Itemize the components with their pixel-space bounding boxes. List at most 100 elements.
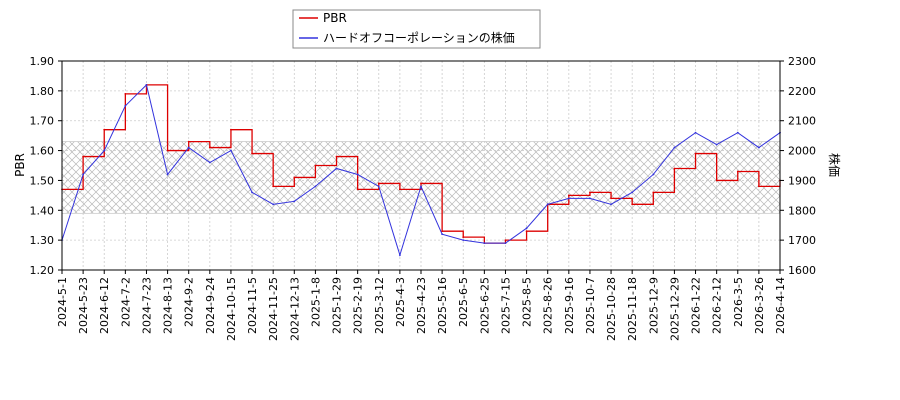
x-tick-label: 2026-1-22	[690, 277, 703, 334]
x-tick-label: 2025-1-8	[309, 277, 322, 327]
x-tick-label: 2024-6-12	[98, 277, 111, 334]
stock-price-point	[504, 242, 507, 245]
left-tick-label: 1.90	[30, 55, 55, 68]
stock-price-point	[652, 173, 655, 176]
x-tick-label: 2024-11-25	[267, 277, 280, 341]
stock-price-point	[251, 191, 253, 194]
x-tick-label: 2025-1-29	[331, 277, 344, 334]
pbr-point	[673, 167, 676, 170]
pbr-point	[251, 152, 253, 155]
stock-price-point	[673, 146, 676, 149]
stock-price-point	[398, 254, 401, 256]
stock-price-point	[103, 149, 106, 152]
x-tick-label: 2026-4-14	[774, 277, 787, 334]
x-tick-label: 2025-10-28	[605, 277, 618, 341]
plot-area	[61, 60, 781, 271]
stock-price-point	[736, 131, 739, 134]
x-axis: 2024-5-1 2024-5-23 2024-6-12 2024-7-2 2024-7…	[56, 270, 787, 341]
stock-price-point	[187, 146, 190, 149]
stock-price-point	[525, 227, 528, 230]
stock-price-point	[715, 143, 718, 146]
pbr-point	[356, 188, 359, 191]
right-tick-label: 2100	[788, 115, 816, 128]
x-tick-label: 2025-8-5	[521, 277, 534, 327]
x-tick-label: 2025-3-12	[373, 277, 386, 334]
pbr-point	[208, 146, 211, 149]
x-tick-label: 2025-4-23	[415, 277, 428, 334]
x-tick-label: 2025-10-7	[584, 277, 597, 334]
x-tick-label: 2024-11-5	[246, 277, 259, 334]
right-axis: 1600 1700 1800 1900 2000 2100 2200 2300	[780, 55, 816, 277]
pbr-point	[124, 92, 127, 95]
stock-price-point	[124, 104, 127, 107]
pbr-point	[504, 239, 507, 242]
x-tick-label: 2024-10-15	[225, 277, 238, 341]
x-tick-label: 2024-9-2	[183, 277, 196, 327]
x-tick-label: 2024-9-24	[204, 277, 217, 334]
pbr-point	[462, 236, 465, 239]
stock-price-point	[82, 173, 85, 176]
stock-price-point	[631, 191, 634, 194]
x-tick-label: 2024-8-13	[162, 277, 175, 334]
x-tick-label: 2025-5-16	[436, 277, 449, 334]
legend: PBR ハードオフコーポレーションの株価	[292, 9, 541, 49]
x-tick-label: 2026-2-12	[711, 277, 724, 334]
stock-price-point	[335, 167, 338, 170]
pbr-point	[652, 191, 655, 194]
left-axis: 1.20 1.30 1.40 1.50 1.60 1.70 1.80 1.90	[30, 55, 62, 277]
stock-price-point	[293, 200, 296, 203]
right-tick-label: 1900	[788, 174, 816, 187]
legend-label-stock-price: ハードオフコーポレーションの株価	[323, 30, 515, 45]
left-tick-label: 1.30	[30, 234, 55, 247]
stock-price-point	[546, 203, 549, 206]
stock-price-point	[462, 239, 465, 242]
x-tick-label: 2025-4-3	[394, 277, 407, 327]
stock-price-point	[377, 185, 380, 188]
right-tick-label: 2000	[788, 145, 816, 158]
stock-price-point	[356, 173, 359, 176]
x-tick-label: 2025-7-15	[499, 277, 512, 334]
left-tick-label: 1.80	[30, 85, 55, 98]
pbr-point	[441, 230, 444, 233]
x-tick-label: 2024-7-23	[140, 277, 153, 334]
stock-price-point	[272, 203, 275, 206]
right-tick-label: 1600	[788, 264, 816, 277]
right-tick-label: 1700	[788, 234, 816, 247]
legend-label-pbr: PBR	[323, 11, 347, 25]
pbr-point	[314, 164, 317, 167]
pbr-point	[166, 149, 169, 152]
right-tick-label: 1800	[788, 204, 816, 217]
stock-price-point	[166, 173, 169, 176]
stock-price-point	[230, 149, 232, 152]
pbr-point	[377, 182, 380, 185]
stock-price-point	[694, 131, 697, 134]
stock-price-point	[441, 233, 444, 236]
x-tick-label: 2025-8-26	[542, 277, 555, 334]
pbr-point	[589, 191, 591, 194]
left-tick-label: 1.70	[30, 115, 55, 128]
x-tick-label: 2025-6-25	[478, 277, 491, 334]
pbr-point	[398, 188, 401, 191]
pbr-point	[567, 194, 570, 197]
x-tick-label: 2026-3-5	[732, 277, 745, 327]
x-tick-label: 2025-9-16	[563, 277, 576, 334]
x-tick-label: 2025-12-9	[647, 277, 660, 334]
left-tick-label: 1.60	[30, 145, 55, 158]
pbr-point	[525, 230, 528, 233]
right-tick-label: 2300	[788, 55, 816, 68]
pbr-point	[694, 152, 697, 155]
stock-price-point	[483, 242, 486, 245]
series-layer	[61, 83, 781, 257]
pbr-point	[187, 140, 190, 143]
left-tick-label: 1.20	[30, 264, 55, 277]
left-axis-title: PBR	[13, 153, 27, 177]
x-tick-label: 2026-3-26	[753, 277, 766, 334]
x-tick-label: 2024-12-13	[288, 277, 301, 341]
pbr-point	[420, 182, 422, 185]
stock-price-point	[145, 83, 148, 86]
stock-price-point	[610, 203, 612, 206]
x-tick-label: 2025-11-18	[626, 277, 639, 341]
x-tick-label: 2025-6-5	[457, 277, 470, 327]
x-tick-label: 2024-7-2	[119, 277, 132, 327]
pbr-point	[272, 185, 275, 188]
